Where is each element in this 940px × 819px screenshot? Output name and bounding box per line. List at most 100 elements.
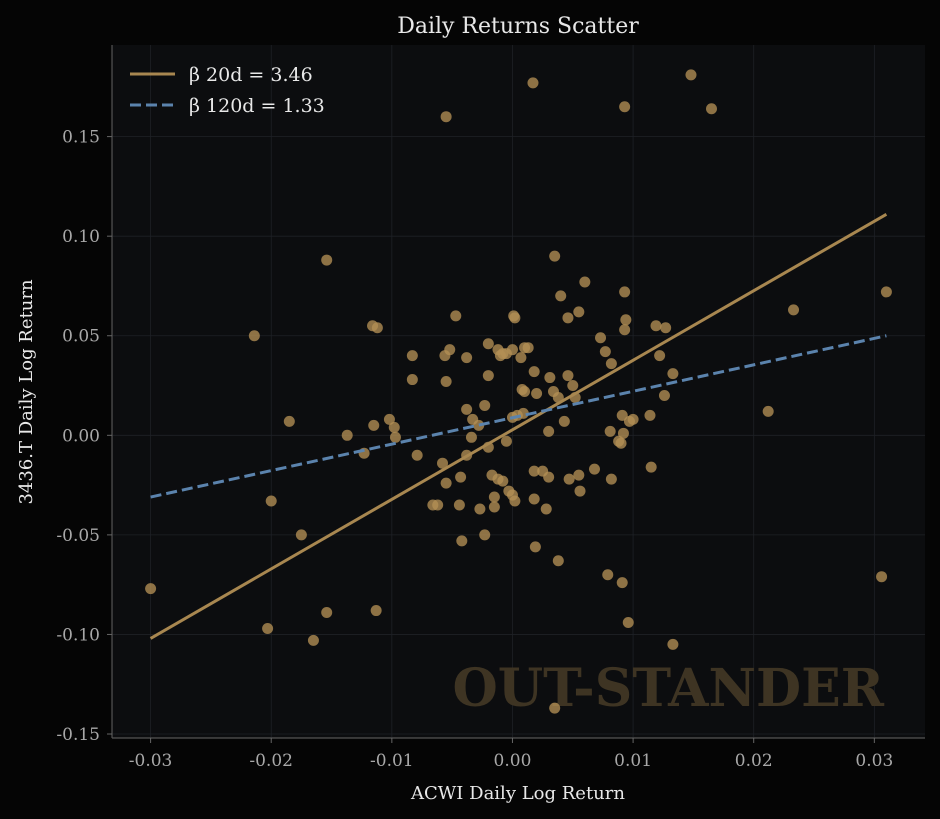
scatter-point <box>615 437 627 449</box>
x-ticks: -0.03 -0.02 -0.01 0.00 0.01 0.02 0.03 <box>129 738 893 771</box>
scatter-point <box>307 634 319 646</box>
scatter-point <box>605 473 617 485</box>
scatter-point <box>579 276 591 288</box>
scatter-point <box>616 577 628 589</box>
scatter-point <box>368 419 380 431</box>
scatter-point <box>295 529 307 541</box>
scatter-point <box>660 322 672 334</box>
scatter-point <box>482 370 494 382</box>
scatter-point <box>567 380 579 392</box>
scatter-point <box>880 286 892 298</box>
scatter-point <box>482 338 494 350</box>
scatter-point <box>506 344 518 356</box>
scatter-point <box>667 638 679 650</box>
scatter-point <box>488 491 500 503</box>
watermark-text: OUT-STANDER <box>452 658 884 719</box>
scatter-point <box>622 617 634 628</box>
scatter-point <box>509 495 521 507</box>
scatter-point <box>519 386 531 397</box>
scatter-point <box>762 405 774 417</box>
scatter-point <box>620 314 632 326</box>
scatter-point <box>558 415 570 427</box>
scatter-point <box>788 304 800 316</box>
scatter-point <box>619 101 631 113</box>
scatter-point <box>644 409 656 421</box>
y-ticks: -0.15 -0.10 -0.05 0.00 0.05 0.10 0.15 <box>56 128 112 745</box>
scatter-point <box>549 250 561 262</box>
scatter-point <box>544 372 556 384</box>
regression-line-120d <box>150 334 887 499</box>
scatter-point <box>599 346 611 358</box>
scatter-point <box>531 387 543 399</box>
scatter-point <box>321 254 333 266</box>
axes <box>111 45 925 739</box>
regression-lines <box>149 212 888 640</box>
scatter-point <box>145 583 157 595</box>
scatter-point <box>479 399 491 411</box>
y-tick-label: 0.05 <box>62 327 100 347</box>
scatter-point <box>406 374 418 386</box>
scatter-point <box>411 449 423 461</box>
scatter-point <box>549 702 561 714</box>
scatter-point <box>645 461 657 473</box>
scatter-point <box>563 473 575 485</box>
scatter-point <box>528 493 540 505</box>
scatter-point <box>509 312 521 324</box>
scatter-point <box>654 350 666 362</box>
scatter-point <box>540 503 552 515</box>
scatter-point <box>617 427 629 439</box>
scatter-point <box>705 103 717 115</box>
scatter-point <box>488 501 500 513</box>
x-tick-label: 0.03 <box>855 751 893 771</box>
scatter-point <box>500 435 512 447</box>
legend-label: β 120d = 1.33 <box>189 95 325 117</box>
scatter-point <box>497 475 509 487</box>
scatter-point <box>573 469 585 481</box>
scatter-point <box>370 605 382 617</box>
grid <box>112 45 925 738</box>
scatter-point <box>456 535 468 547</box>
scatter-point <box>555 290 567 302</box>
y-tick-label: -0.05 <box>56 526 100 546</box>
x-tick-label: 0.01 <box>614 751 652 771</box>
scatter-point <box>262 622 274 634</box>
scatter-point <box>473 419 485 431</box>
y-tick-label: 0.15 <box>62 128 100 148</box>
scatter-point <box>604 425 616 437</box>
scatter-point <box>543 425 555 437</box>
scatter-point <box>453 499 465 511</box>
scatter-point <box>461 403 473 415</box>
scatter-point <box>595 332 607 344</box>
scatter-point <box>479 529 491 541</box>
scatter-point <box>552 555 564 567</box>
scatter-point <box>406 350 418 362</box>
scatter-point <box>450 310 462 322</box>
scatter-point <box>619 324 631 336</box>
scatter-point <box>527 77 539 89</box>
scatter-point <box>562 312 574 324</box>
scatter-point <box>283 415 295 427</box>
scatter-point <box>562 370 574 382</box>
x-tick-label: 0.00 <box>494 751 532 771</box>
scatter-point <box>619 286 631 298</box>
legend-label: β 20d = 3.46 <box>189 64 313 86</box>
x-tick-label: -0.01 <box>370 751 414 771</box>
scatter-point <box>437 457 449 469</box>
x-tick-label: -0.03 <box>129 751 173 771</box>
scatter-point <box>627 413 639 425</box>
scatter-point <box>474 503 486 515</box>
scatter-point <box>383 413 395 425</box>
scatter-point <box>440 477 452 489</box>
x-tick-label: -0.02 <box>249 751 293 771</box>
scatter-point <box>573 306 585 318</box>
y-axis-label: 3436.T Daily Log Return <box>16 279 37 504</box>
scatter-point <box>658 389 670 401</box>
scatter-point <box>440 111 452 123</box>
legend: β 20d = 3.46 β 120d = 1.33 <box>130 64 325 117</box>
y-tick-label: -0.10 <box>56 625 100 645</box>
scatter-point <box>528 465 540 477</box>
scatter-point <box>574 485 586 497</box>
regression-line-20d <box>149 212 888 640</box>
y-tick-label: 0.10 <box>62 227 100 247</box>
